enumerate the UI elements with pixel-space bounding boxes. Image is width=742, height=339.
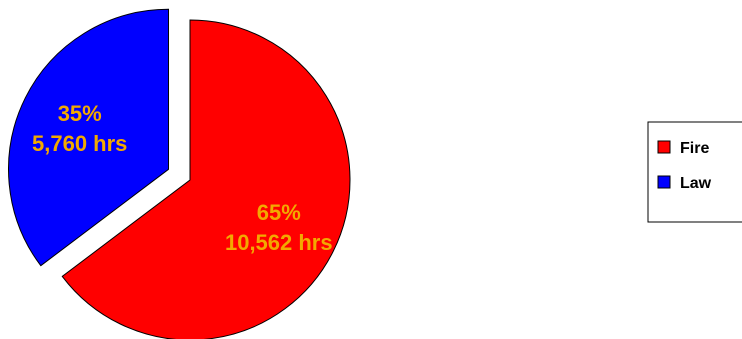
legend-box bbox=[647, 121, 742, 223]
pie-percent-label-law: 35% bbox=[58, 101, 102, 126]
pie-slice-fire bbox=[61, 19, 351, 339]
legend-label-law: Law bbox=[680, 175, 712, 192]
pie-slices bbox=[8, 8, 351, 339]
legend-label-fire: Fire bbox=[680, 140, 709, 157]
pie-slice-law bbox=[8, 8, 170, 267]
legend: Fire Law bbox=[647, 121, 742, 223]
legend-swatch-law bbox=[657, 175, 671, 189]
pie-percent-label-fire: 65% bbox=[257, 200, 301, 225]
pie-value-label-fire: 10,562 hrs bbox=[225, 230, 333, 255]
pie-value-label-law: 5,760 hrs bbox=[32, 131, 127, 156]
legend-swatch-fire bbox=[657, 140, 671, 154]
pie-labels: 65% 10,562 hrs 35% 5,760 hrs bbox=[32, 101, 333, 255]
